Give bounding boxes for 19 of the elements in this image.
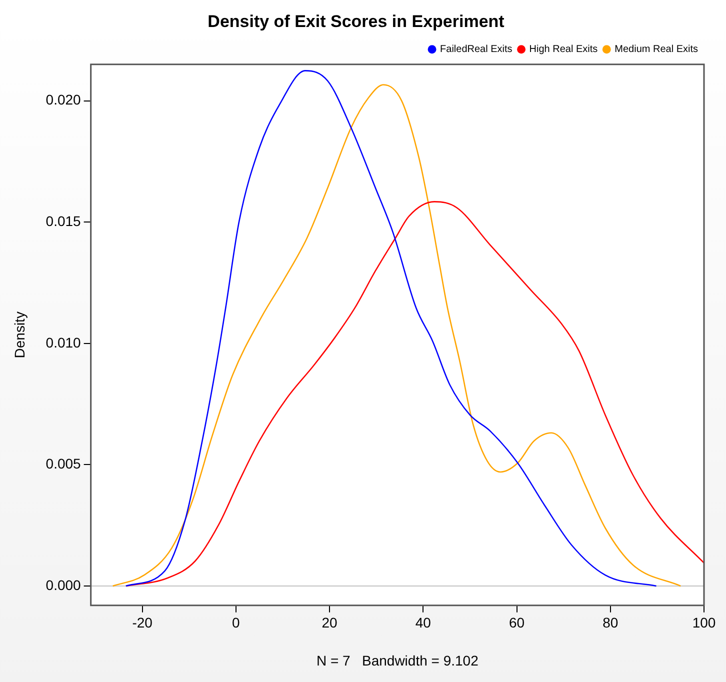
y-axis-title: Density xyxy=(11,312,28,358)
y-tick-label: 0.005 xyxy=(46,456,82,472)
x-tick-label: -20 xyxy=(132,614,153,631)
x-tick-label: 60 xyxy=(508,614,525,631)
y-tick-label: 0.000 xyxy=(46,576,82,593)
x-tick-label: 0 xyxy=(232,614,240,631)
chart-title: Density of Exit Scores in Experiment xyxy=(208,12,505,31)
x-tick-label: 100 xyxy=(692,614,716,631)
x-tick-label: 40 xyxy=(415,614,432,631)
line-series xyxy=(125,201,705,587)
x-tick-label: 20 xyxy=(322,614,338,631)
y-tick-label: 0.010 xyxy=(46,334,82,350)
x-tick-label: 80 xyxy=(602,614,618,631)
y-tick-label: 0.020 xyxy=(46,92,82,108)
legend-label: FailedReal Exits xyxy=(440,44,512,56)
legend-label: Medium Real Exits xyxy=(614,44,698,56)
legend-label: High Real Exits xyxy=(529,44,598,56)
y-tick-label: 0.015 xyxy=(46,212,82,229)
x-axis-title: N = 7 Bandwidth = 9.102 xyxy=(316,652,479,668)
